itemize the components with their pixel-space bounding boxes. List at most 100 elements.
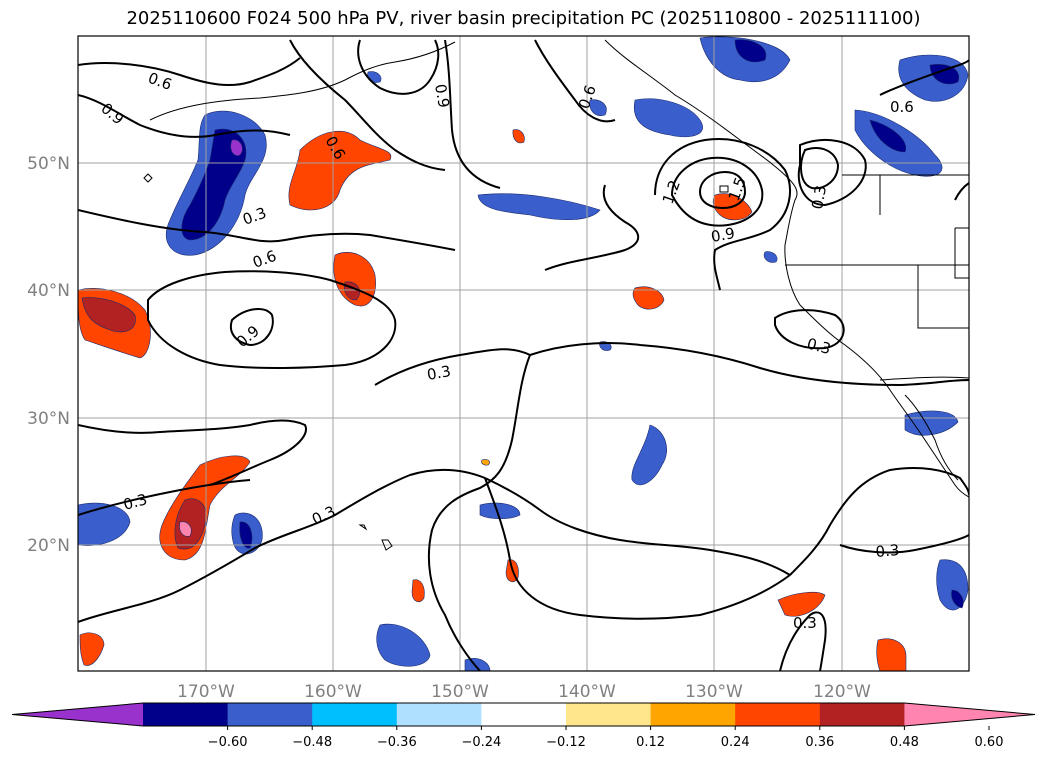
pv-contour-line: [357, 39, 440, 95]
colorbar: −0.60 −0.48 −0.36 −0.24 −0.12 0.12 0.24 0.36 0.4…: [11, 702, 1036, 750]
contour-label: 0.3: [793, 614, 817, 632]
precip-neg-blob: [239, 521, 253, 549]
contour-label: 0.3: [426, 362, 453, 384]
contour-label: 0.3: [805, 334, 833, 358]
precip-pos-blob: [179, 521, 192, 537]
lon-label: 170°W: [177, 682, 235, 702]
map-frame: [77, 35, 970, 672]
pv-contour-line: [78, 479, 251, 516]
lat-label: 30°N: [27, 409, 70, 429]
precip-neg-blob: [633, 98, 703, 138]
pv-contour-line: [484, 477, 791, 620]
colorbar-segment: [481, 703, 567, 726]
precip-pos-blob: [81, 297, 136, 333]
colorbar-tick-label: 0.12: [636, 735, 665, 750]
colorbar-tick-label: 0.60: [975, 735, 1004, 750]
precip-pos-blob: [632, 286, 665, 310]
pv-contour-line: [427, 354, 531, 671]
colorbar-tick-label: −0.48: [292, 735, 332, 750]
precip-pos-blob: [411, 579, 425, 603]
map-area: 0.6 0.9 0.6 0.9 0.6 0.3 0.6 0.9 0.3 0.3 …: [78, 36, 969, 671]
precip-pos-blob: [512, 129, 525, 144]
precip-neg-blob: [477, 193, 601, 221]
contour-label: 0.3: [875, 541, 900, 561]
precip-neg-blob: [869, 119, 907, 153]
lon-label: 120°W: [813, 682, 871, 702]
colorbar-segment: [819, 703, 905, 726]
pv-contour-line: [879, 59, 969, 96]
colorbar-tick-label: 0.48: [890, 735, 919, 750]
lat-label: 50°N: [27, 154, 70, 174]
lat-label: 20°N: [27, 536, 70, 556]
pv-contour-line: [544, 184, 640, 271]
precip-neg-blob: [951, 589, 964, 609]
contour-label: 0.9: [431, 83, 453, 110]
colorbar-tick-label: −0.60: [208, 735, 248, 750]
pv-contour-line: [484, 477, 791, 576]
colorbar-tick-label: −0.36: [377, 735, 417, 750]
pv-contour-line: [78, 57, 301, 87]
pv-contour-line: [529, 342, 969, 387]
pv-contour-line: [698, 170, 747, 210]
contour-label: 0.3: [808, 184, 830, 211]
latitude-labels: 50°N 40°N 30°N 20°N: [27, 154, 70, 556]
colorbar-tick-label: 0.36: [805, 735, 834, 750]
pv-contour-line: [839, 534, 969, 554]
pv-contour-line: [374, 348, 531, 386]
precip-pos-blob: [288, 131, 392, 211]
pv-contour-line: [78, 419, 307, 486]
coastlines: [143, 39, 969, 551]
pv-contour-line: [774, 309, 845, 350]
colorbar-segment: [735, 703, 821, 726]
colorbar-segment: [566, 703, 652, 726]
colorbar-extend-max: [904, 703, 1035, 726]
contour-label: 0.3: [121, 490, 149, 514]
colorbar-tick-label: −0.24: [461, 735, 501, 750]
pv-contour-line: [954, 182, 969, 201]
pv-contour-line: [654, 138, 791, 291]
precip-neg-blob: [631, 424, 667, 486]
lon-label: 140°W: [558, 682, 616, 702]
pv-contour-line: [78, 209, 456, 251]
colorbar-extend-min: [12, 703, 143, 726]
pv-contour-line: [444, 39, 501, 189]
colorbar-segment: [650, 703, 736, 726]
precip-neg-blob: [929, 64, 960, 85]
lat-label: 40°N: [27, 281, 70, 301]
precip-neg-blob: [734, 39, 767, 63]
precip-neg-blob: [589, 99, 607, 116]
precip-pos-blob: [777, 591, 826, 617]
pv-contour-line: [289, 39, 446, 171]
pv-contour-line: [779, 611, 827, 671]
precip-pos-blob: [79, 632, 105, 666]
precip-pos-blob: [876, 638, 907, 671]
colorbar-outline: [11, 702, 1036, 727]
pv-contour-line: [789, 467, 969, 576]
pv-contour-line: [78, 94, 291, 138]
colorbar-segment: [143, 703, 229, 726]
colorbar-tick-label: 0.24: [721, 735, 750, 750]
colorbar-tick-label: −0.12: [546, 735, 586, 750]
pv-contour-line: [797, 139, 867, 207]
pv-contour-line: [799, 147, 840, 190]
plot-title: 2025110600 F024 500 hPa PV, river basin …: [126, 8, 921, 29]
pv-contour-line: [230, 308, 274, 347]
precip-pos-blob: [481, 459, 490, 466]
precip-neg-blob: [479, 502, 521, 520]
colorbar-segment: [396, 703, 482, 726]
pv-contour-line: [670, 156, 764, 227]
contour-label: 0.9: [710, 224, 737, 246]
precip-fill-layer: [78, 36, 969, 671]
pv-contour-line: [147, 270, 397, 370]
colorbar-segment: [227, 703, 313, 726]
pv-contours: [78, 39, 969, 671]
colorbar-segment: [312, 703, 398, 726]
precip-neg-blob: [376, 623, 431, 667]
pv-contour-line: [78, 468, 486, 623]
longitude-labels: 170°W 160°W 150°W 140°W 130°W 120°W: [177, 682, 871, 702]
lon-label: 160°W: [304, 682, 362, 702]
lon-label: 150°W: [431, 682, 489, 702]
pv-contour-line: [534, 39, 616, 123]
contour-label: 0.6: [890, 98, 914, 116]
